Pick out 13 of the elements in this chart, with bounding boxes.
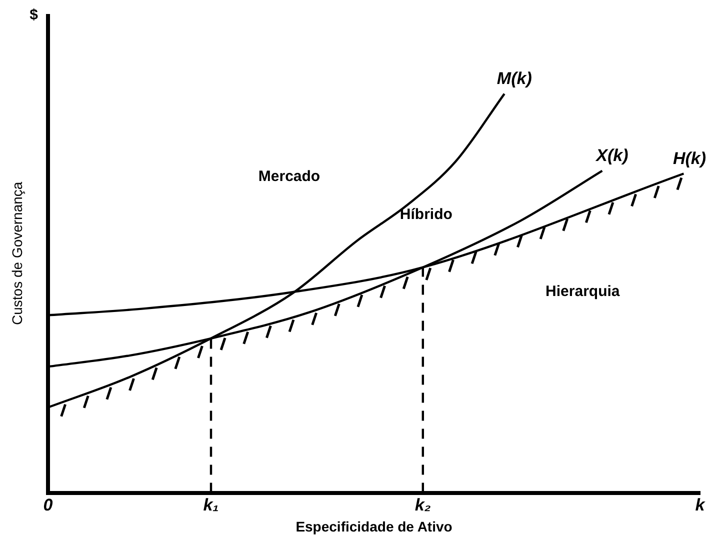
x-axis-title: Especificidade de Ativo [296, 518, 452, 534]
annotation: Hierarquia [546, 282, 620, 300]
series-label: X(k) [595, 146, 629, 165]
x-tick-label: k [695, 496, 706, 515]
series-label: H(k) [672, 148, 706, 168]
annotation: Híbrido [400, 206, 452, 224]
x-tick-label: k₁ [203, 496, 219, 515]
annotation: Mercado [258, 168, 320, 185]
series-label: M(k) [496, 68, 532, 88]
x-tick-label: k₂ [414, 496, 432, 515]
text: $ [30, 6, 39, 24]
x-tick-label: 0 [43, 496, 54, 515]
y-axis-title: Custos de Governança [8, 182, 25, 325]
